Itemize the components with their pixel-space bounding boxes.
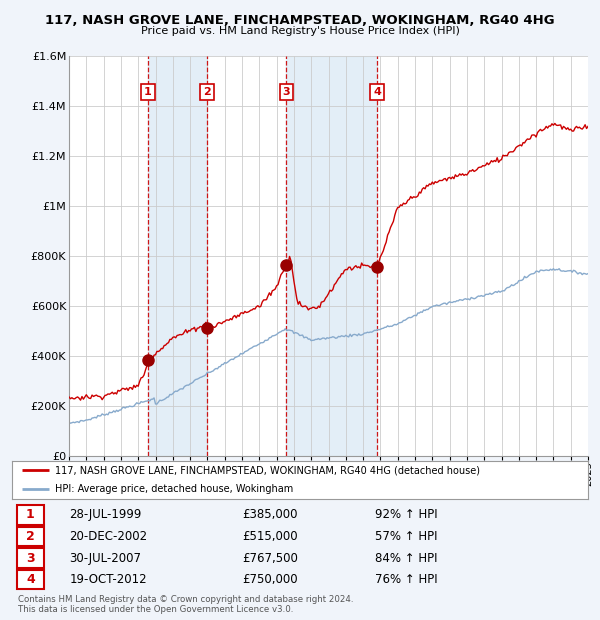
Text: 4: 4 [373,87,381,97]
Text: 117, NASH GROVE LANE, FINCHAMPSTEAD, WOKINGHAM, RG40 4HG (detached house): 117, NASH GROVE LANE, FINCHAMPSTEAD, WOK… [55,465,480,476]
Text: £385,000: £385,000 [242,508,298,521]
Text: 30-JUL-2007: 30-JUL-2007 [70,552,142,565]
Text: 19-OCT-2012: 19-OCT-2012 [70,573,147,586]
Text: £515,000: £515,000 [242,530,298,543]
FancyBboxPatch shape [17,505,44,525]
Text: 1: 1 [144,87,152,97]
FancyBboxPatch shape [17,549,44,568]
Text: Contains HM Land Registry data © Crown copyright and database right 2024.: Contains HM Land Registry data © Crown c… [18,595,353,604]
FancyBboxPatch shape [17,527,44,546]
Text: 3: 3 [283,87,290,97]
Text: 117, NASH GROVE LANE, FINCHAMPSTEAD, WOKINGHAM, RG40 4HG: 117, NASH GROVE LANE, FINCHAMPSTEAD, WOK… [45,14,555,27]
Text: 1: 1 [26,508,35,521]
Bar [286,56,377,456]
Text: 3: 3 [26,552,35,565]
Text: 92% ↑ HPI: 92% ↑ HPI [375,508,437,521]
Text: 20-DEC-2002: 20-DEC-2002 [70,530,148,543]
Text: HPI: Average price, detached house, Wokingham: HPI: Average price, detached house, Woki… [55,484,293,495]
Text: 57% ↑ HPI: 57% ↑ HPI [375,530,437,543]
Text: £767,500: £767,500 [242,552,298,565]
Text: 76% ↑ HPI: 76% ↑ HPI [375,573,437,586]
Text: 2: 2 [203,87,211,97]
Text: 84% ↑ HPI: 84% ↑ HPI [375,552,437,565]
Text: 28-JUL-1999: 28-JUL-1999 [70,508,142,521]
Text: 4: 4 [26,573,35,586]
Text: Price paid vs. HM Land Registry's House Price Index (HPI): Price paid vs. HM Land Registry's House … [140,26,460,36]
Text: £750,000: £750,000 [242,573,298,586]
Text: This data is licensed under the Open Government Licence v3.0.: This data is licensed under the Open Gov… [18,604,293,614]
FancyBboxPatch shape [17,570,44,590]
Text: 2: 2 [26,530,35,543]
Bar [148,56,207,456]
